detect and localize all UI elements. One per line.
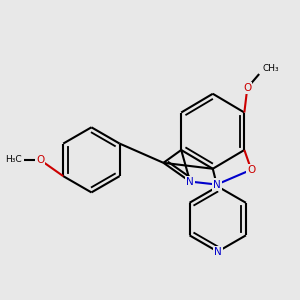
Text: O: O [36,155,44,165]
Text: CH₃: CH₃ [262,64,279,73]
Text: N: N [186,177,194,187]
Text: H₃C: H₃C [5,155,21,164]
Text: N: N [213,179,220,190]
Text: N: N [214,247,222,256]
Text: O: O [247,165,255,175]
Text: O: O [243,83,251,93]
